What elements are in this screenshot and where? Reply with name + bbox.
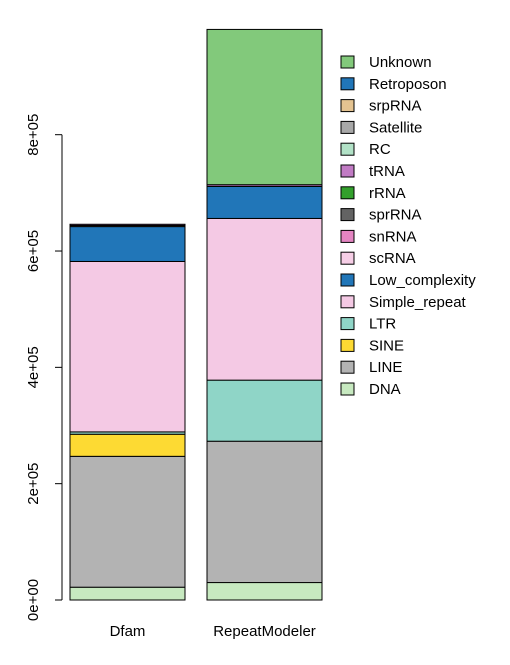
bar-segment-line bbox=[206, 440, 323, 584]
legend-swatch bbox=[340, 360, 355, 374]
legend-swatch bbox=[340, 295, 355, 309]
legend-label: snRNA bbox=[369, 228, 417, 245]
legend-label: Simple_repeat bbox=[369, 294, 467, 311]
legend-swatch bbox=[340, 142, 355, 156]
legend-swatch bbox=[340, 229, 355, 243]
bars bbox=[69, 28, 323, 601]
legend-label: LINE bbox=[369, 359, 402, 376]
legend-label: Low_complexity bbox=[369, 272, 476, 289]
legend-swatch bbox=[340, 120, 355, 134]
bar-segment-dna bbox=[69, 586, 186, 601]
bar-segment-line bbox=[69, 455, 186, 588]
legend-swatch bbox=[340, 186, 355, 200]
legend-swatch bbox=[340, 382, 355, 396]
y-tick-label: 0e+00 bbox=[25, 579, 42, 621]
legend-label: LTR bbox=[369, 316, 396, 333]
bar-segment-sine bbox=[69, 433, 186, 457]
legend-label: rRNA bbox=[369, 185, 406, 202]
bar-segment-simple-repeat bbox=[206, 217, 323, 381]
y-tick-label: 4e+05 bbox=[25, 346, 42, 388]
y-axis: 0e+00 2e+05 4e+05 6e+05 8e+05 bbox=[25, 114, 63, 621]
legend: Unknown Retroposon srpRNA Satellite RC tRNA rR… bbox=[340, 54, 476, 398]
y-tick-label: 6e+05 bbox=[25, 230, 42, 272]
bar-segment-simple-repeat bbox=[69, 260, 186, 433]
legend-swatch bbox=[340, 77, 355, 91]
legend-label: srpRNA bbox=[369, 98, 422, 115]
legend-label: Satellite bbox=[369, 119, 422, 136]
x-tick-label: RepeatModeler bbox=[213, 623, 316, 640]
bar-segment-low-complexity bbox=[206, 185, 323, 219]
legend-label: RC bbox=[369, 141, 391, 158]
legend-swatch bbox=[340, 251, 355, 265]
legend-swatch bbox=[340, 208, 355, 222]
legend-label: sprRNA bbox=[369, 207, 422, 224]
bar-segment-unknown bbox=[206, 28, 323, 186]
legend-label: scRNA bbox=[369, 250, 416, 267]
legend-swatch bbox=[340, 55, 355, 69]
legend-swatch bbox=[340, 99, 355, 113]
legend-label: SINE bbox=[369, 337, 404, 354]
legend-label: Unknown bbox=[369, 54, 432, 71]
category-labels: Dfam RepeatModeler bbox=[110, 623, 316, 640]
y-tick-label: 8e+05 bbox=[25, 114, 42, 156]
y-tick-label: 2e+05 bbox=[25, 463, 42, 505]
legend-label: DNA bbox=[369, 381, 401, 398]
legend-swatch bbox=[340, 338, 355, 352]
legend-swatch bbox=[340, 317, 355, 331]
bar-segment-low-complexity bbox=[69, 226, 186, 262]
legend-label: Retroposon bbox=[369, 76, 447, 93]
legend-swatch bbox=[340, 273, 355, 287]
bar-segment-trna bbox=[69, 223, 186, 226]
x-tick-label: Dfam bbox=[110, 623, 146, 640]
bar-segment-dna bbox=[206, 582, 323, 601]
legend-swatch bbox=[340, 164, 355, 178]
legend-label: tRNA bbox=[369, 163, 405, 180]
bar-segment-ltr bbox=[206, 379, 323, 442]
